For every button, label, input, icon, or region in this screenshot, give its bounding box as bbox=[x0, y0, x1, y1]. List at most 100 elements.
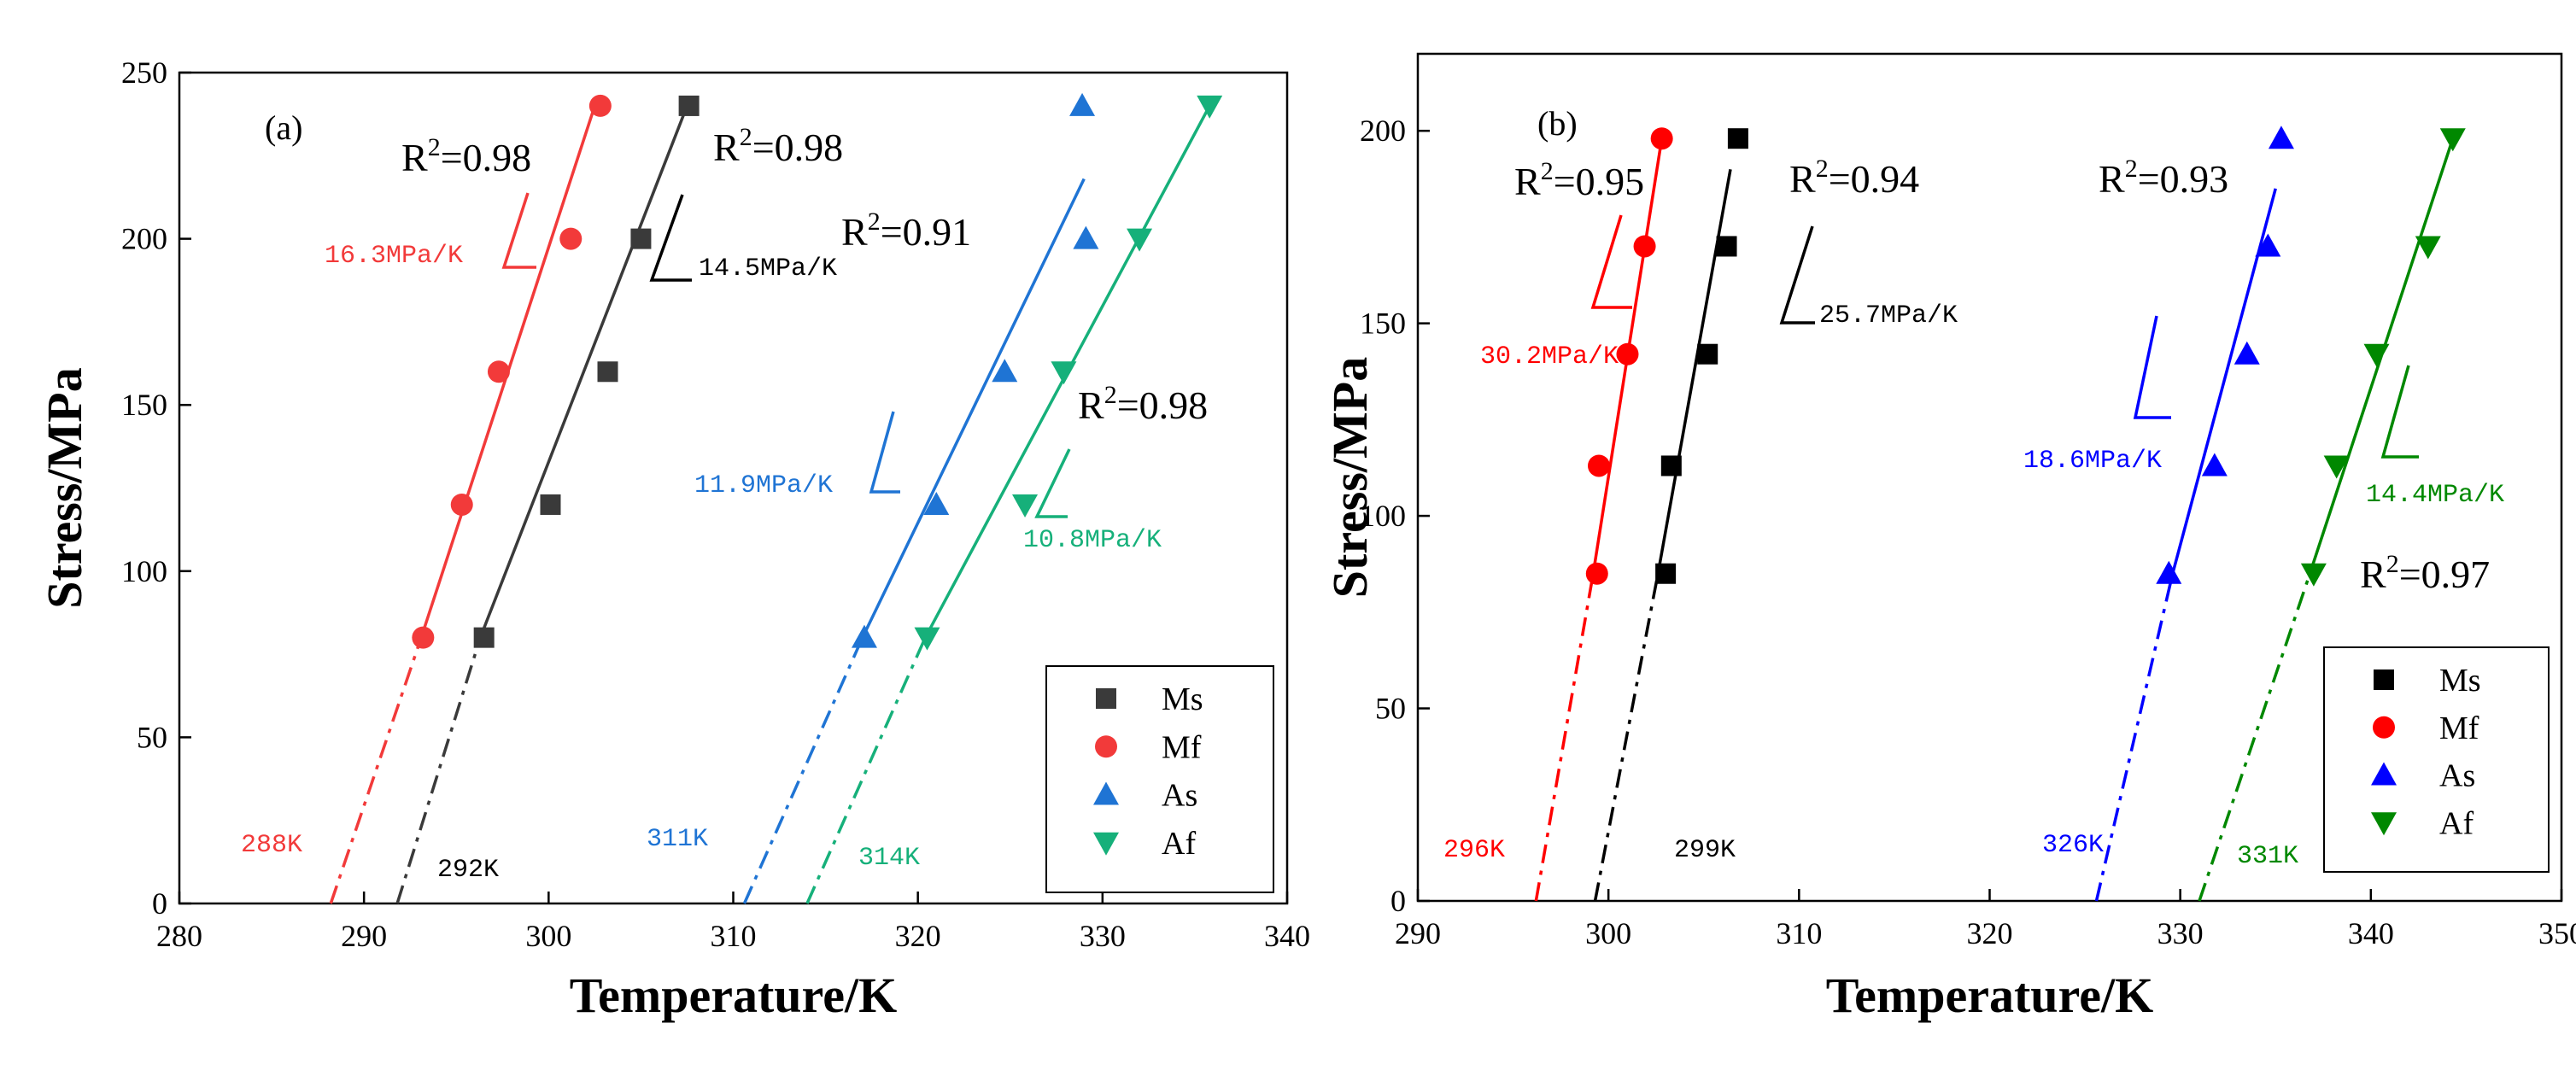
legend-box bbox=[1045, 665, 1274, 893]
legend-label: Ms bbox=[1162, 681, 1203, 717]
x-tick-label: 340 bbox=[2348, 916, 2394, 950]
data-point bbox=[630, 228, 652, 249]
data-point bbox=[2323, 455, 2350, 479]
data-point bbox=[1697, 343, 1718, 365]
extrapolation-line bbox=[395, 637, 483, 904]
fit-line bbox=[1656, 168, 1732, 575]
legend-marker bbox=[2374, 669, 2394, 690]
data-point bbox=[2156, 560, 2182, 584]
data-point bbox=[1585, 562, 1608, 585]
r-squared-label: R2=0.97 bbox=[2360, 550, 2490, 596]
chart-panel-a: 280 290 300 310 320 330 340 0 50 100 150 200 250 Temp… bbox=[37, 56, 1310, 1023]
data-point bbox=[473, 627, 495, 648]
data-point bbox=[1655, 563, 1677, 584]
data-point bbox=[2300, 563, 2327, 587]
slope-label: 30.2MPa/K bbox=[1480, 342, 1619, 371]
intercept-label: 288K bbox=[241, 831, 302, 860]
data-point bbox=[2255, 233, 2281, 257]
intercept-label: 331K bbox=[2237, 842, 2298, 871]
x-axis-title: Temperature/K bbox=[570, 968, 897, 1023]
legend-label: As bbox=[2439, 758, 2475, 794]
slope-indicator bbox=[1779, 225, 1815, 325]
data-point bbox=[1633, 235, 1656, 258]
series-as: R2=0.93 18.6MPa/K 326K bbox=[2023, 126, 2294, 902]
x-tick-label: 320 bbox=[895, 919, 941, 953]
r-squared-label: R2=0.91 bbox=[841, 208, 971, 254]
intercept-label: 311K bbox=[647, 825, 708, 854]
slope-label: 10.8MPa/K bbox=[1023, 526, 1162, 555]
slope-label: 11.9MPa/K bbox=[694, 471, 833, 500]
slope-indicator bbox=[649, 194, 692, 282]
data-point bbox=[1073, 225, 1099, 249]
series-af: R2=0.98 10.8MPa/K 314K bbox=[805, 95, 1223, 904]
slope-label: 18.6MPa/K bbox=[2023, 447, 2162, 476]
x-tick-label: 290 bbox=[341, 919, 387, 953]
data-point bbox=[914, 627, 940, 651]
y-tick-label: 50 bbox=[137, 720, 167, 754]
legend-marker bbox=[1093, 781, 1119, 805]
legend-label: Ms bbox=[2439, 663, 2481, 699]
series-af: R2=0.97 14.4MPa/K 331K bbox=[2198, 128, 2504, 902]
data-point bbox=[540, 494, 561, 515]
data-point bbox=[559, 227, 583, 250]
legend-label: Mf bbox=[2439, 710, 2479, 746]
data-point bbox=[1051, 361, 1077, 385]
slope-label: 25.7MPa/K bbox=[1819, 301, 1958, 330]
x-tick-label: 310 bbox=[711, 919, 757, 953]
panel-label: (b) bbox=[1537, 104, 1578, 143]
data-point bbox=[1197, 95, 1223, 119]
data-point bbox=[1012, 494, 1039, 517]
x-tick-label: 340 bbox=[1264, 919, 1310, 953]
y-tick-label: 50 bbox=[1375, 692, 1406, 726]
legend: Ms Mf As Af bbox=[1045, 665, 1274, 893]
extrapolation-line bbox=[742, 636, 864, 904]
panel-label: (a) bbox=[265, 108, 302, 147]
y-tick-label: 0 bbox=[152, 886, 167, 921]
legend-label: Mf bbox=[1162, 729, 1202, 765]
y-axis-title: Stress/MPa bbox=[1322, 357, 1378, 598]
data-point bbox=[2415, 236, 2441, 260]
data-point bbox=[1660, 455, 1682, 477]
x-tick-label: 330 bbox=[1080, 919, 1126, 953]
data-point bbox=[2268, 126, 2294, 149]
y-tick-label: 200 bbox=[1360, 114, 1406, 148]
slope-indicator bbox=[1590, 214, 1632, 309]
r-squared-label: R2=0.95 bbox=[1514, 157, 1644, 203]
x-tick-label: 300 bbox=[525, 919, 571, 953]
legend-box bbox=[2323, 646, 2550, 873]
data-point bbox=[678, 95, 700, 116]
extrapolation-line bbox=[329, 637, 423, 904]
fit-line bbox=[861, 178, 1086, 639]
legend-marker bbox=[1096, 688, 1116, 709]
x-axis-title: Temperature/K bbox=[1826, 968, 2153, 1023]
data-point bbox=[1616, 342, 1639, 365]
y-tick-label: 200 bbox=[121, 222, 167, 256]
data-point bbox=[412, 626, 435, 649]
y-tick-label: 0 bbox=[1390, 884, 1406, 918]
intercept-label: 326K bbox=[2042, 831, 2104, 860]
slope-indicator bbox=[2380, 365, 2419, 459]
intercept-label: 296K bbox=[1443, 836, 1505, 865]
slope-indicator bbox=[1034, 448, 1071, 518]
fit-line bbox=[478, 105, 689, 639]
data-point bbox=[923, 491, 950, 515]
series-mf: R2=0.95 30.2MPa/K 296K bbox=[1443, 127, 1673, 902]
series-ms: R2=0.98 14.5MPa/K 292K bbox=[395, 95, 843, 904]
fit-line bbox=[2171, 188, 2277, 575]
data-point bbox=[2234, 341, 2260, 365]
data-point bbox=[1127, 228, 1153, 252]
x-tick-label: 320 bbox=[1967, 916, 2013, 950]
r-squared-label: R2=0.98 bbox=[401, 133, 531, 179]
series-ms: R2=0.94 25.7MPa/K 299K bbox=[1593, 128, 1958, 902]
data-point bbox=[992, 359, 1018, 383]
legend-label: Af bbox=[2439, 805, 2474, 841]
x-tick-label: 350 bbox=[2538, 916, 2576, 950]
slope-label: 16.3MPa/K bbox=[325, 242, 463, 271]
data-point bbox=[2439, 128, 2466, 152]
legend-marker bbox=[2371, 812, 2397, 836]
y-tick-label: 100 bbox=[1360, 499, 1406, 533]
slope-label: 14.4MPa/K bbox=[2366, 481, 2504, 510]
legend-marker bbox=[1093, 832, 1119, 856]
extrapolation-line bbox=[2094, 573, 2175, 902]
